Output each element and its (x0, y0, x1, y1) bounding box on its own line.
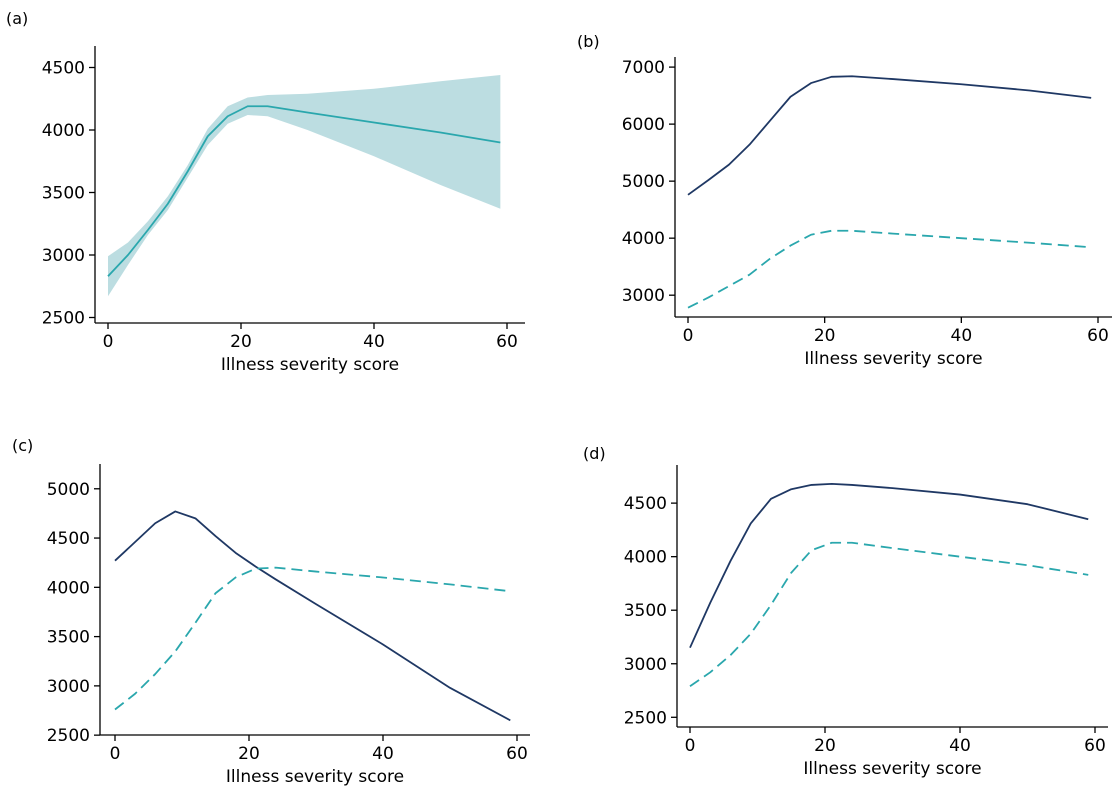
series-b-dashed-line (687, 229, 1092, 309)
y-tick-label: 2500 (47, 726, 90, 746)
y-tick-label: 3000 (42, 246, 85, 266)
panel-label-b: (b) (577, 32, 600, 51)
y-tick-label: 7000 (622, 58, 665, 78)
panel-label-a: (a) (6, 9, 28, 28)
panel-label-d: (d) (583, 444, 606, 463)
y-tick-label: 4000 (47, 578, 90, 598)
x-tick-label: 40 (363, 332, 385, 352)
x-tick-label: 60 (496, 332, 518, 352)
x-tick-label: 20 (814, 326, 836, 346)
x-tick-label: 60 (506, 744, 528, 764)
y-tick-label: 4500 (42, 59, 85, 79)
panel-d: (d) 2500 3000 3500 4000 4500 0 20 40 60 Illness se… (583, 444, 1108, 779)
y-tick-label: 4500 (47, 529, 90, 549)
series-b-solid-line (687, 75, 1092, 196)
x-tick-label: 0 (103, 332, 114, 352)
series-c-solid-line (114, 510, 511, 722)
y-tick-label: 4000 (622, 229, 665, 249)
x-tick-label: 20 (814, 736, 836, 756)
y-tick-label: 4500 (624, 494, 667, 514)
x-tick-label: 60 (1084, 736, 1106, 756)
x-tick-label: 0 (685, 736, 696, 756)
x-axis-title-d: Illness severity score (803, 759, 981, 779)
y-tick-label: 3000 (622, 286, 665, 306)
y-tick-label: 2500 (624, 708, 667, 728)
x-axis-title-c: Illness severity score (226, 767, 404, 787)
series-d-solid-line (689, 482, 1089, 649)
y-tick-label: 5000 (47, 480, 90, 500)
x-tick-label: 40 (949, 736, 971, 756)
y-tick-label: 6000 (622, 115, 665, 135)
panel-c: (c) 2500 3000 3500 4000 4500 5000 0 20 40 60 Illnes… (12, 436, 530, 787)
series-d-dashed-line (689, 541, 1089, 687)
series-a-solid-line (107, 105, 501, 277)
y-tick-label: 3500 (42, 184, 85, 204)
x-axis-title-b: Illness severity score (804, 349, 982, 369)
x-tick-label: 40 (951, 326, 973, 346)
y-tick-label: 4000 (42, 121, 85, 141)
x-axis-title-a: Illness severity score (221, 355, 399, 375)
y-tick-label: 3500 (624, 601, 667, 621)
y-tick-label: 5000 (622, 172, 665, 192)
panel-label-c: (c) (12, 436, 33, 455)
y-tick-label: 3500 (47, 628, 90, 648)
panel-b: (b) 3000 4000 5000 6000 7000 0 20 40 60 Illness se… (577, 32, 1112, 369)
y-tick-label: 4000 (624, 548, 667, 568)
y-tick-label: 3000 (624, 655, 667, 675)
x-tick-label: 60 (1087, 326, 1109, 346)
x-tick-label: 40 (372, 744, 394, 764)
y-tick-label: 3000 (47, 677, 90, 697)
panel-a: (a) 2500 3000 3500 4000 4500 0 20 40 60 Illness se… (6, 9, 525, 375)
x-tick-label: 20 (230, 332, 252, 352)
x-tick-label: 0 (683, 326, 694, 346)
x-tick-label: 20 (238, 744, 260, 764)
y-tick-label: 2500 (42, 309, 85, 329)
confidence-band-a (108, 75, 501, 297)
series-c-dashed-line (114, 566, 511, 711)
x-tick-label: 0 (110, 744, 121, 764)
